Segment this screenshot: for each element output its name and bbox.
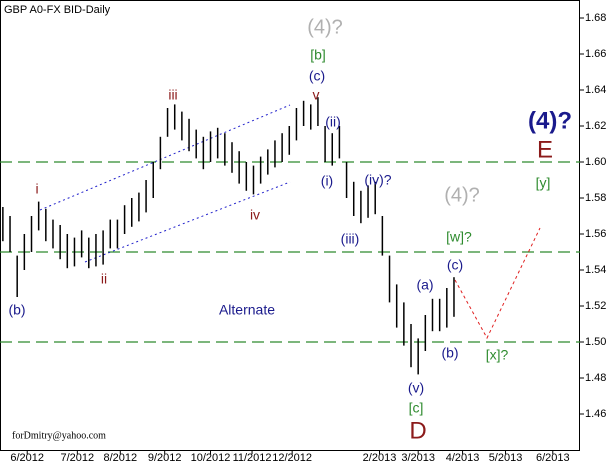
y-tick-label: 1.52: [585, 300, 606, 312]
x-tick-label: 11/2012: [233, 452, 272, 464]
x-tick-label: 5/2013: [489, 452, 523, 464]
annotation: iv: [250, 207, 260, 223]
annotation: (c): [309, 68, 325, 84]
x-tick-label: 9/2012: [148, 452, 182, 464]
annotation: (b): [441, 345, 458, 361]
x-tick-label: 8/2012: [103, 452, 137, 464]
x-tick-label: 6/2013: [536, 452, 570, 464]
x-tick-label: 3/2013: [401, 452, 435, 464]
x-tick-label: 2/2013: [363, 452, 397, 464]
annotation: (4)?: [307, 16, 343, 38]
y-tick-label: 1.50: [585, 336, 606, 348]
plot-frame: [0, 0, 580, 451]
channel-upper: [39, 104, 291, 211]
y-tick-label: 1.56: [585, 228, 606, 240]
annotation: (i): [321, 173, 333, 189]
annotation: (v): [408, 380, 424, 396]
x-tick-label: 4/2013: [446, 452, 480, 464]
annotation: ii: [101, 271, 107, 287]
y-tick-label: 1.68: [585, 12, 606, 24]
y-tick-label: 1.54: [585, 264, 606, 276]
annotation: (4)?: [528, 107, 572, 134]
annotation: (iv)?: [364, 172, 391, 188]
chart-title: GBP A0-FX BID-Daily: [4, 4, 111, 16]
forecast-path: [454, 227, 541, 340]
annotations: (4)? [b] (c) v iii (ii) i (i) (iv)? iv (…: [8, 16, 572, 444]
channel-lower: [84, 181, 291, 263]
annotation: (b): [8, 302, 25, 318]
y-tick-label: 1.62: [585, 120, 606, 132]
y-tick-label: 1.48: [585, 372, 606, 384]
x-tick-label: 6/2012: [10, 452, 44, 464]
annotation: E: [537, 136, 553, 163]
y-tick-label: 1.58: [585, 192, 606, 204]
x-tick-label: 12/2012: [272, 452, 312, 464]
annotation: D: [409, 417, 426, 444]
y-tick-label: 1.60: [585, 156, 606, 168]
annotation: (iii): [341, 231, 360, 247]
x-tick-label: 10/2012: [191, 452, 231, 464]
annotation: [x]?: [486, 347, 509, 363]
annotation: [c]: [409, 400, 424, 416]
annotation: v: [313, 87, 320, 103]
y-tick-label: 1.64: [585, 84, 606, 96]
y-tick-label: 1.66: [585, 48, 606, 60]
bars: [2, 97, 455, 375]
annotation: (4)?: [444, 184, 480, 206]
annotation: [w]?: [446, 229, 472, 245]
y-tick-label: 1.46: [585, 408, 606, 420]
annotation: (a): [416, 277, 433, 293]
annotation: i: [35, 181, 38, 197]
annotation: [b]: [310, 47, 326, 63]
annotation: Alternate: [219, 302, 275, 318]
annotation: (ii): [325, 114, 341, 130]
annotation: iii: [168, 87, 177, 103]
annotation: [y]: [536, 175, 551, 191]
x-tick-label: 7/2012: [61, 452, 95, 464]
watermark: forDmitry@yahoo.com: [12, 430, 106, 441]
annotation: (c): [447, 257, 463, 273]
